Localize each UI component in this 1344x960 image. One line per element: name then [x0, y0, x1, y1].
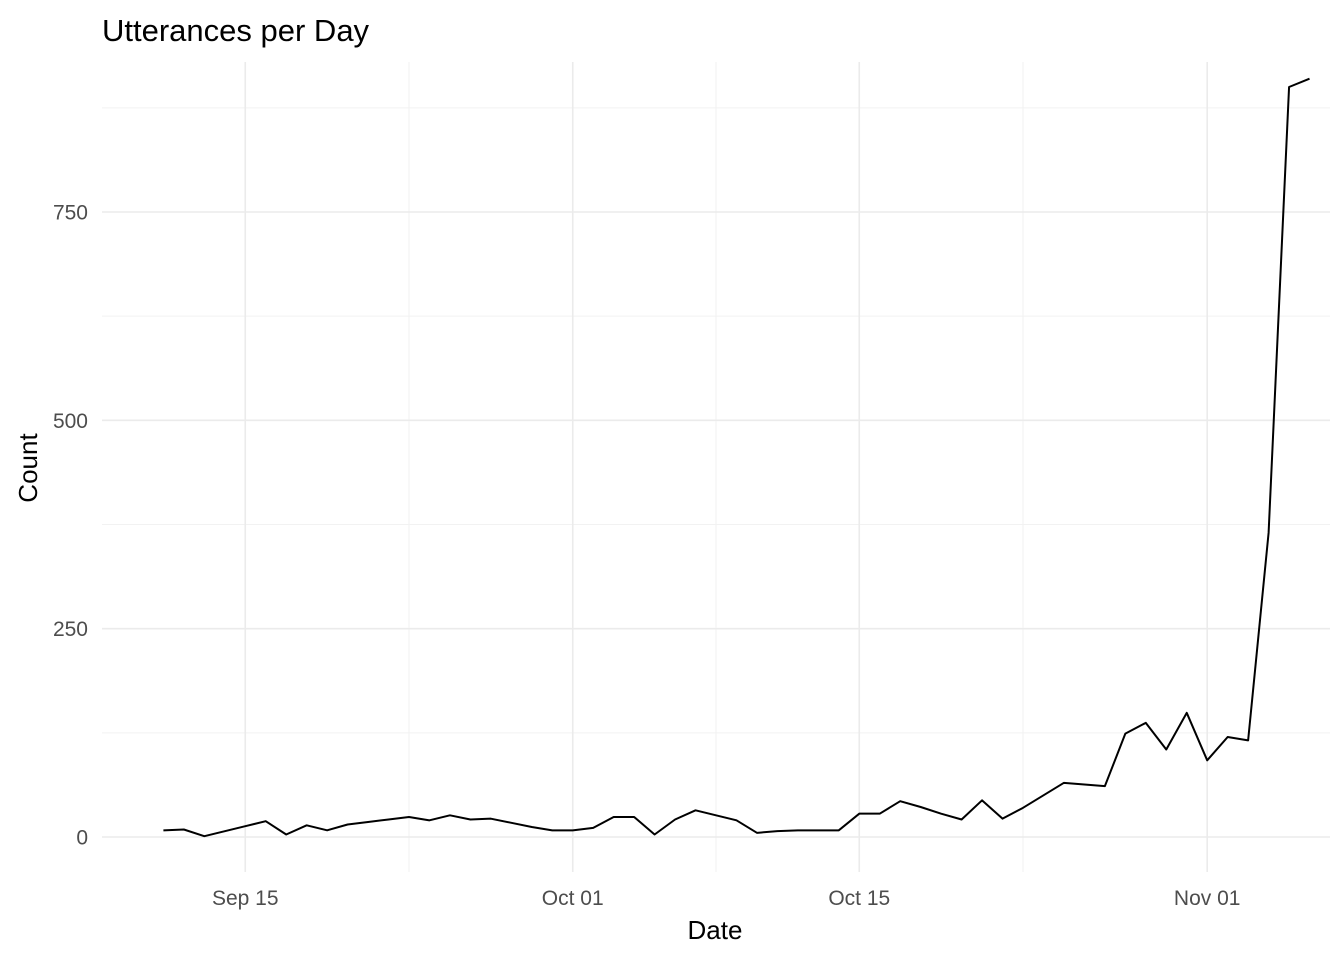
major-gridlines-y [102, 211, 1330, 838]
y-tick-label: 0 [76, 827, 88, 850]
x-axis-title: Date [688, 915, 743, 945]
chart-title: Utterances per Day [102, 13, 370, 48]
y-tick-label: 250 [53, 618, 88, 641]
x-tick-label: Sep 15 [212, 887, 279, 910]
y-tick-label: 500 [53, 410, 88, 433]
x-tick-label: Oct 01 [542, 887, 604, 910]
series-line [163, 77, 1310, 838]
y-axis-tick-labels: 0 250 500 750 [53, 202, 88, 850]
x-tick-label: Nov 01 [1174, 887, 1241, 910]
x-axis-tick-labels: Sep 15 Oct 01 Oct 15 Nov 01 [212, 887, 1240, 910]
x-tick-label: Oct 15 [828, 887, 890, 910]
y-tick-label: 750 [53, 202, 88, 225]
minor-gridlines-x [408, 62, 1024, 872]
y-axis-title: Count [13, 433, 43, 503]
major-gridlines-x [244, 62, 1208, 872]
